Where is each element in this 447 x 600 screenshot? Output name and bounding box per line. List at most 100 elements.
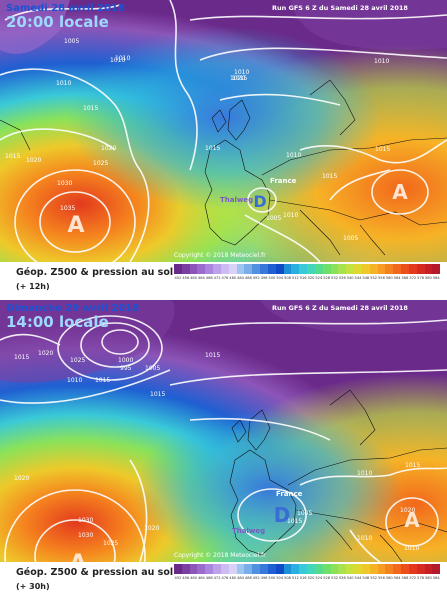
- color-scale-tick: 468: [205, 276, 213, 280]
- color-scale-tick: 556: [378, 276, 385, 280]
- color-scale-legend: 452 456 460 464 468 472 476 480 484 488 492 496 500 5…: [174, 564, 441, 582]
- product-label: Géop. Z500 & pression au sol: [16, 567, 174, 578]
- color-scale-swatch: [205, 264, 214, 274]
- isobar-label: 1025: [103, 540, 118, 547]
- color-scale-tick: 512: [291, 276, 299, 280]
- color-scale-tick: 516: [299, 276, 307, 280]
- isobar-label: 1015: [83, 105, 98, 112]
- color-scale-swatch: [197, 264, 206, 274]
- map-footer: Géop. Z500 & pression au sol (+ 30h) 452…: [0, 562, 447, 600]
- color-scale-tick: 564: [393, 576, 401, 580]
- isobar-label: 1010: [357, 535, 372, 542]
- map-time-label: 14:00 locale: [6, 313, 109, 331]
- color-scale-swatch: [408, 564, 417, 574]
- color-scale-tick: 476: [221, 576, 229, 580]
- color-scale-tick: 576: [417, 276, 425, 280]
- color-scale-swatch: [401, 564, 409, 574]
- isobar-label: 1020: [101, 145, 116, 152]
- color-scale-tick: 472: [213, 276, 221, 280]
- color-scale-swatch: [181, 564, 190, 574]
- color-scale-tick: 540: [346, 576, 354, 580]
- color-scale-tick: 508: [284, 276, 291, 280]
- color-scale-swatch: [330, 264, 339, 274]
- color-scale-tick: 504: [276, 576, 284, 580]
- color-scale-tick: 544: [354, 276, 362, 280]
- isobar-label: 1010: [286, 152, 301, 159]
- color-scale-tick: 552: [370, 576, 378, 580]
- color-scale-swatch: [283, 564, 292, 574]
- color-scale-swatch: [385, 564, 394, 574]
- isobar-label: 1010: [404, 545, 419, 552]
- color-scale-tick: 456: [182, 276, 190, 280]
- color-scale-swatch: [275, 564, 284, 574]
- product-label: Géop. Z500 & pression au sol: [16, 267, 174, 278]
- isobar-label: 1015: [150, 391, 165, 398]
- isobar-label: 1015: [5, 153, 20, 160]
- color-scale-tick: 452: [174, 276, 182, 280]
- color-scale-tick: 492: [252, 576, 260, 580]
- color-scale-tick: 500: [268, 276, 276, 280]
- color-scale-swatch: [361, 564, 370, 574]
- color-scale-swatch: [244, 264, 253, 274]
- lead-time-label: (+ 30h): [16, 582, 50, 591]
- isobar-label: 1010: [115, 55, 130, 62]
- high-pressure-marker: A: [392, 180, 408, 204]
- color-scale-swatch: [220, 564, 229, 574]
- color-scale-swatch: [416, 564, 425, 574]
- color-scale-swatch: [330, 564, 339, 574]
- color-scale-tick: 528: [323, 576, 331, 580]
- color-scale-swatch: [213, 564, 221, 574]
- color-scale-tick: 544: [354, 576, 362, 580]
- color-scale-swatch: [213, 264, 221, 274]
- color-scale-swatch: [432, 264, 441, 274]
- color-scale-swatch: [260, 264, 268, 274]
- copyright-label: Copyright © 2018 Meteociel.fr: [174, 552, 266, 559]
- color-scale-tick: 464: [197, 276, 205, 280]
- place-label-france: France: [276, 490, 303, 498]
- isobar-label: 1030: [57, 180, 72, 187]
- color-scale-swatch: [424, 564, 433, 574]
- isobar-label: 1005: [64, 38, 79, 45]
- color-scale-swatch: [354, 264, 362, 274]
- color-scale-tick: 496: [260, 276, 268, 280]
- isobar-label: 1015: [287, 518, 302, 525]
- color-scale-swatch: [369, 564, 378, 574]
- isobar-label: 1005: [145, 365, 160, 372]
- color-scale-tick: 584: [432, 276, 440, 280]
- isobar-label: 1000: [118, 357, 133, 364]
- color-scale-tick: 576: [417, 576, 425, 580]
- color-scale-tick: 552: [370, 276, 378, 280]
- color-scale-swatch: [401, 264, 409, 274]
- color-scale-swatch: [416, 264, 425, 274]
- high-pressure-marker: A: [404, 508, 420, 532]
- color-scale-swatch: [205, 564, 214, 574]
- color-scale-swatch: [252, 264, 261, 274]
- high-pressure-marker: A: [69, 551, 86, 562]
- color-scale-tick: 468: [205, 576, 213, 580]
- color-scale-swatch: [189, 564, 198, 574]
- color-scale-swatch: [408, 264, 417, 274]
- color-scale-swatch: [314, 264, 323, 274]
- isobar-label: 1030: [78, 517, 93, 524]
- isobar-label: 1020: [230, 75, 245, 82]
- color-scale-tick: 484: [237, 576, 244, 580]
- color-scale-swatch: [299, 564, 308, 574]
- color-scale-tick: 572: [409, 276, 417, 280]
- isobar-label: 1020: [26, 157, 41, 164]
- isobar-label: 1015: [205, 352, 220, 359]
- isobar-label: 1010: [234, 69, 249, 76]
- isobar-label: 995: [120, 365, 132, 372]
- isobar-label: 1015: [95, 377, 110, 384]
- isobar-labels-2: 1015 1020 1025 1000 995 1005 1010 1015 1…: [14, 350, 420, 552]
- color-scale-swatch: [197, 564, 206, 574]
- map-footer: Géop. Z500 & pression au sol (+ 12h) 452…: [0, 262, 447, 300]
- color-scale-swatch: [307, 564, 315, 574]
- color-scale-tick: 548: [362, 576, 370, 580]
- color-scale-tick: 452: [174, 576, 182, 580]
- color-scale-tick: 580: [424, 276, 432, 280]
- color-scale-swatch: [267, 264, 276, 274]
- color-scale-tick: 584: [432, 576, 440, 580]
- isobar-label: 1005: [266, 215, 281, 222]
- thalweg-label: Thalweg: [220, 196, 253, 204]
- place-label-france: France: [270, 177, 297, 185]
